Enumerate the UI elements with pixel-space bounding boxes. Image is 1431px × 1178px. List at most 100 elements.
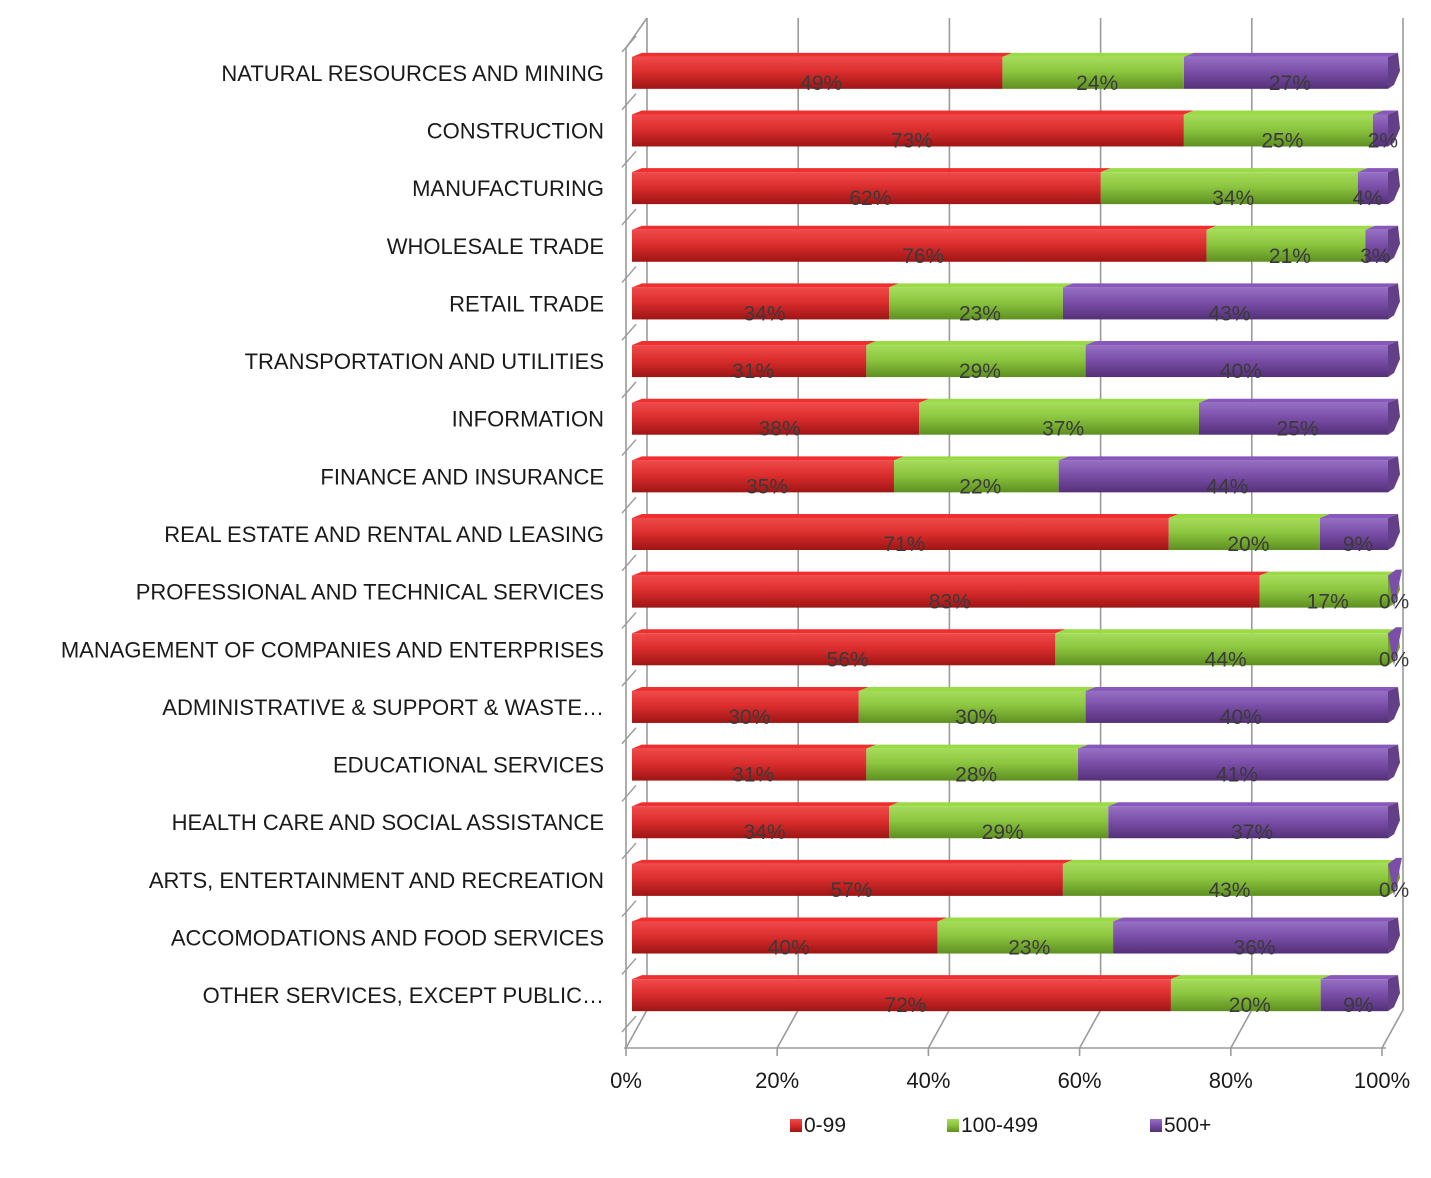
x-tick-label: 0% <box>610 1068 642 1093</box>
data-label: 44% <box>1206 475 1248 498</box>
y-tick-mark <box>621 957 637 975</box>
bar-segment-100-499 <box>866 345 1086 378</box>
y-tick-mark <box>621 381 637 399</box>
x-tick-labels: 0% 20% 40% 60% 80% 100% <box>610 1068 1410 1093</box>
x-tick-label: 80% <box>1209 1068 1253 1093</box>
bar-segment-top <box>1259 571 1398 576</box>
bar-segment-100-499 <box>1055 633 1388 666</box>
data-label: 23% <box>1008 937 1050 960</box>
bar-segment-top <box>632 52 1013 57</box>
bar-segment-top <box>889 802 1119 807</box>
legend-swatch <box>1150 1119 1162 1132</box>
bar-segment-0-99 <box>632 748 867 781</box>
bar-segment-0-99 <box>632 402 920 435</box>
bar-segment-top <box>632 341 877 346</box>
data-label: 29% <box>959 360 1001 383</box>
category-label: FINANCE AND INSURANCE <box>320 464 604 489</box>
y-tick-mark <box>621 900 637 918</box>
bar-segment-500+ <box>1357 172 1388 205</box>
x-tick-label: 60% <box>1058 1068 1102 1093</box>
category-label: RETAIL TRADE <box>449 291 604 316</box>
category-label: TRANSPORTATION AND UTILITIES <box>245 349 604 374</box>
data-label: 38% <box>759 418 801 441</box>
data-label: 30% <box>955 706 997 729</box>
bar-end-cap <box>1388 802 1400 839</box>
bar-end-cap <box>1388 168 1400 205</box>
y-tick-mark <box>621 554 637 572</box>
data-label: 57% <box>830 879 872 902</box>
y-tick-mark <box>621 266 637 284</box>
bar-segment-100-499 <box>937 921 1114 954</box>
bar-end-cap <box>1388 514 1400 550</box>
bar-end-cap <box>1388 52 1400 89</box>
data-label: 72% <box>884 994 926 1017</box>
y-tick-mark <box>621 35 637 53</box>
bar-segment-top <box>1183 110 1383 115</box>
bar-segment-top <box>632 514 1179 518</box>
bar-segment-100-499 <box>893 460 1059 493</box>
x-tick-label: 40% <box>906 1068 950 1093</box>
data-label: 41% <box>1216 764 1258 787</box>
bar-segment-top <box>1357 168 1398 173</box>
category-label: EDUCATIONAL SERVICES <box>333 753 604 778</box>
category-label: WHOLESALE TRADE <box>387 234 604 259</box>
bar-segment-top <box>1183 52 1398 57</box>
category-label: MANAGEMENT OF COMPANIES AND ENTERPRISES <box>61 637 604 662</box>
data-label: 28% <box>955 764 997 787</box>
legend-item: 100-499 <box>947 1114 1038 1137</box>
bar-zero-sliver <box>1388 569 1402 608</box>
bar-segment-500+ <box>1085 345 1388 378</box>
data-label: 73% <box>891 129 933 152</box>
bar-segment-500+ <box>1058 460 1388 493</box>
category-label: INFORMATION <box>452 407 604 432</box>
bar-segment-0-99 <box>632 518 1169 550</box>
bar-segment-0-99 <box>632 114 1184 147</box>
data-label: 9% <box>1343 994 1373 1017</box>
y-tick-mark <box>621 1015 637 1033</box>
bar-segment-100-499 <box>1183 114 1373 147</box>
data-label: 31% <box>732 764 774 787</box>
bar-segment-100-499 <box>1062 863 1388 896</box>
data-label: 35% <box>746 475 788 498</box>
category-label: PROFESSIONAL AND TECHNICAL SERVICES <box>136 580 604 605</box>
data-label: 62% <box>849 187 891 210</box>
bar-segment-100-499 <box>1206 229 1366 262</box>
bar-segment-0-99 <box>632 172 1101 205</box>
data-label: 21% <box>1269 245 1311 268</box>
data-label: 9% <box>1343 533 1373 556</box>
data-label: 20% <box>1227 533 1269 556</box>
legend-label: 500+ <box>1164 1114 1211 1137</box>
bar-end-cap <box>1388 283 1400 320</box>
bar-segment-100-499 <box>1168 518 1320 550</box>
bar-segment-top <box>1058 456 1398 461</box>
bar-segment-top <box>1372 110 1398 115</box>
bar-zero-sliver <box>1388 627 1402 666</box>
bar-end-cap <box>1388 975 1400 1012</box>
data-label: 22% <box>959 475 1001 498</box>
bar-end-cap <box>1388 110 1400 147</box>
bar-segment-top <box>632 398 930 403</box>
bar-end-cap <box>1388 744 1400 781</box>
legend: 0-99 100-499 500+ <box>790 1114 1211 1137</box>
bar-segment-top <box>632 571 1270 576</box>
legend-swatch <box>947 1119 959 1132</box>
floor-gridline <box>1381 1009 1404 1049</box>
bar-segment-top <box>632 629 1066 634</box>
data-label: 23% <box>959 302 1001 325</box>
bar-segment-top <box>632 456 904 461</box>
bar-segment-100-499 <box>889 287 1063 320</box>
bar-segment-0-99 <box>632 690 859 723</box>
category-label: ADMINISTRATIVE & SUPPORT & WASTE… <box>162 695 604 720</box>
bar-segment-0-99 <box>632 921 938 954</box>
y-tick-mark <box>621 323 637 341</box>
bar-segment-top <box>632 744 877 749</box>
data-label: 25% <box>1261 129 1303 152</box>
data-label: 2% <box>1368 129 1398 152</box>
bar-segment-100-499 <box>889 806 1109 839</box>
data-label: 30% <box>728 706 770 729</box>
data-label: 3% <box>1360 245 1390 268</box>
bar-segment-top <box>919 398 1209 403</box>
bar-segment-top <box>1002 52 1194 57</box>
bar-segment-500+ <box>1372 114 1388 147</box>
data-label: 40% <box>768 937 810 960</box>
